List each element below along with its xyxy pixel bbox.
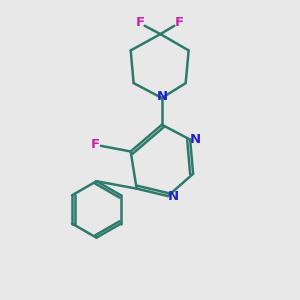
Text: N: N	[190, 133, 201, 146]
Text: F: F	[91, 138, 100, 151]
Text: F: F	[136, 16, 145, 29]
Text: F: F	[174, 16, 183, 29]
Text: N: N	[156, 90, 167, 103]
Text: N: N	[168, 190, 179, 202]
